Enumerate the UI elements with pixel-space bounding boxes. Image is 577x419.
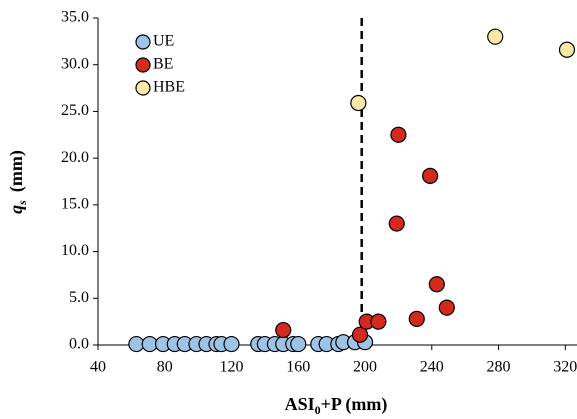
y-tick-label: 10.0	[61, 242, 89, 259]
point	[370, 313, 387, 330]
y-tick-label: 0.0	[69, 336, 89, 353]
point	[408, 310, 425, 327]
point	[290, 335, 307, 353]
x-tick-label: 80	[157, 359, 173, 376]
point	[422, 167, 439, 184]
x-title-sub: 0	[315, 403, 321, 417]
point	[350, 94, 367, 112]
x-tick-label: 320	[553, 359, 577, 376]
x-title-rest: +P (mm)	[321, 394, 388, 415]
y-tick-label: 25.0	[61, 102, 89, 119]
point	[141, 335, 158, 353]
x-tick-label: 40	[90, 359, 106, 376]
y-title-sub: s	[15, 200, 29, 206]
y-tick-label: 15.0	[61, 196, 89, 213]
x-tick-label: 120	[220, 359, 244, 376]
x-axis-title: ASI0+P (mm)	[285, 394, 388, 417]
legend-label: BE	[153, 56, 173, 73]
y-title-main: q	[6, 205, 26, 214]
point	[438, 299, 455, 316]
x-tick-label: 240	[420, 359, 444, 376]
point	[128, 335, 145, 353]
y-axis-title: qs (mm)	[6, 150, 29, 214]
y-title-rest: (mm)	[6, 150, 27, 192]
point	[223, 335, 240, 353]
x-tick-label: 280	[487, 359, 511, 376]
y-tick-label: 5.0	[69, 289, 89, 306]
legend-marker	[135, 57, 151, 73]
point	[487, 28, 504, 45]
y-tick-label: 30.0	[61, 55, 89, 72]
legend-label: UE	[153, 33, 174, 50]
x-tick-label: 200	[353, 359, 377, 376]
legend-marker	[135, 80, 151, 96]
legend-label: HBE	[153, 79, 185, 96]
point	[428, 276, 445, 293]
y-tick-label: 35.0	[61, 9, 89, 26]
point	[390, 126, 407, 143]
point	[351, 326, 369, 343]
legend-marker	[135, 34, 151, 50]
point	[388, 215, 405, 232]
x-tick-label: 160	[286, 359, 310, 376]
point	[275, 321, 292, 339]
y-tick-label: 20.0	[61, 149, 89, 166]
x-title-main: ASI	[285, 394, 315, 414]
point	[558, 41, 576, 58]
